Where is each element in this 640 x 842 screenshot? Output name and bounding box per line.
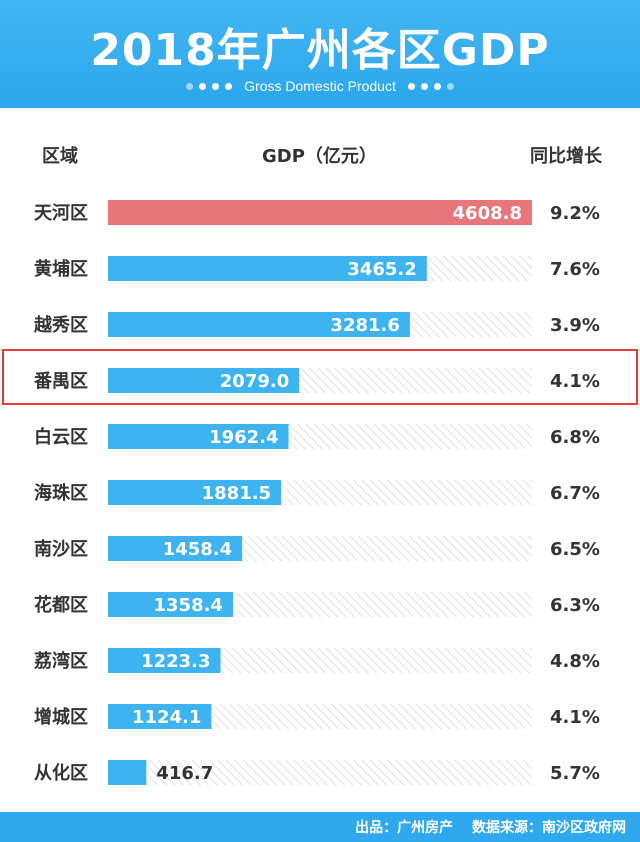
category-label: 天河区 — [34, 203, 88, 224]
growth-label: 6.5% — [550, 539, 600, 560]
bar-增城区 — [108, 704, 212, 729]
value-label: 416.7 — [156, 763, 213, 784]
growth-label: 4.8% — [550, 651, 600, 672]
growth-label: 7.6% — [550, 259, 600, 280]
bar-track — [108, 760, 532, 785]
category-label: 增城区 — [34, 706, 88, 728]
bar-海珠区 — [108, 480, 282, 505]
category-label: 荔湾区 — [34, 650, 88, 672]
subtitle-row: Gross Domestic Product — [0, 76, 640, 96]
bar-花都区 — [108, 592, 233, 617]
footer-text: 出品：广州房产 数据来源：南沙区政府网 — [341, 817, 626, 837]
value-label: 1962.4 — [209, 427, 278, 448]
value-label: 2079.0 — [220, 371, 289, 392]
bar-番禺区 — [108, 368, 300, 393]
column-header-gdp: GDP（亿元） — [262, 146, 377, 167]
bar-从化区 — [108, 760, 147, 785]
highlight-box-panyu — [2, 349, 638, 405]
category-label: 黄埔区 — [34, 258, 88, 280]
value-label: 1358.4 — [154, 595, 223, 616]
right-dots-decoration — [407, 82, 454, 90]
bar-南沙区 — [108, 536, 243, 561]
category-label: 白云区 — [34, 426, 88, 448]
growth-label: 6.7% — [550, 483, 600, 504]
growth-label: 4.1% — [550, 371, 600, 392]
value-label: 4608.8 — [453, 203, 522, 224]
growth-label: 5.7% — [550, 763, 600, 784]
column-header-district: 区域 — [42, 146, 78, 167]
value-label: 3465.2 — [347, 259, 416, 280]
value-label: 3281.6 — [330, 315, 399, 336]
category-label: 越秀区 — [33, 314, 88, 336]
column-header-growth: 同比增长 — [530, 146, 602, 167]
category-label: 从化区 — [34, 762, 88, 784]
category-label: 番禺区 — [33, 371, 88, 392]
growth-label: 3.9% — [550, 315, 600, 336]
value-label: 1458.4 — [163, 539, 232, 560]
footer-data-source: 数据来源：南沙区政府网 — [472, 820, 626, 836]
bar-荔湾区 — [108, 648, 221, 673]
page-subtitle: Gross Domestic Product — [244, 78, 396, 94]
growth-label: 9.2% — [550, 203, 600, 224]
growth-label: 6.3% — [550, 595, 600, 616]
growth-label: 6.8% — [550, 427, 600, 448]
bar-白云区 — [108, 424, 289, 449]
left-dots-decoration — [186, 82, 233, 90]
category-label: 南沙区 — [34, 538, 88, 560]
header-banner: 2018年广州各区GDP Gross Domestic Product — [0, 0, 640, 108]
footer-bar: 出品：广州房产 数据来源：南沙区政府网 — [0, 812, 640, 842]
page-title: 2018年广州各区GDP — [90, 25, 550, 76]
value-label: 1223.3 — [141, 651, 210, 672]
bar-天河区 — [108, 200, 532, 225]
bar-越秀区 — [108, 312, 410, 337]
category-label: 花都区 — [34, 594, 88, 616]
bar-黄埔区 — [108, 256, 427, 281]
category-label: 海珠区 — [34, 482, 88, 504]
footer-producer: 出品：广州房产 — [355, 820, 454, 836]
value-label: 1124.1 — [132, 707, 201, 728]
growth-label: 4.1% — [550, 707, 600, 728]
value-label: 1881.5 — [202, 483, 271, 504]
